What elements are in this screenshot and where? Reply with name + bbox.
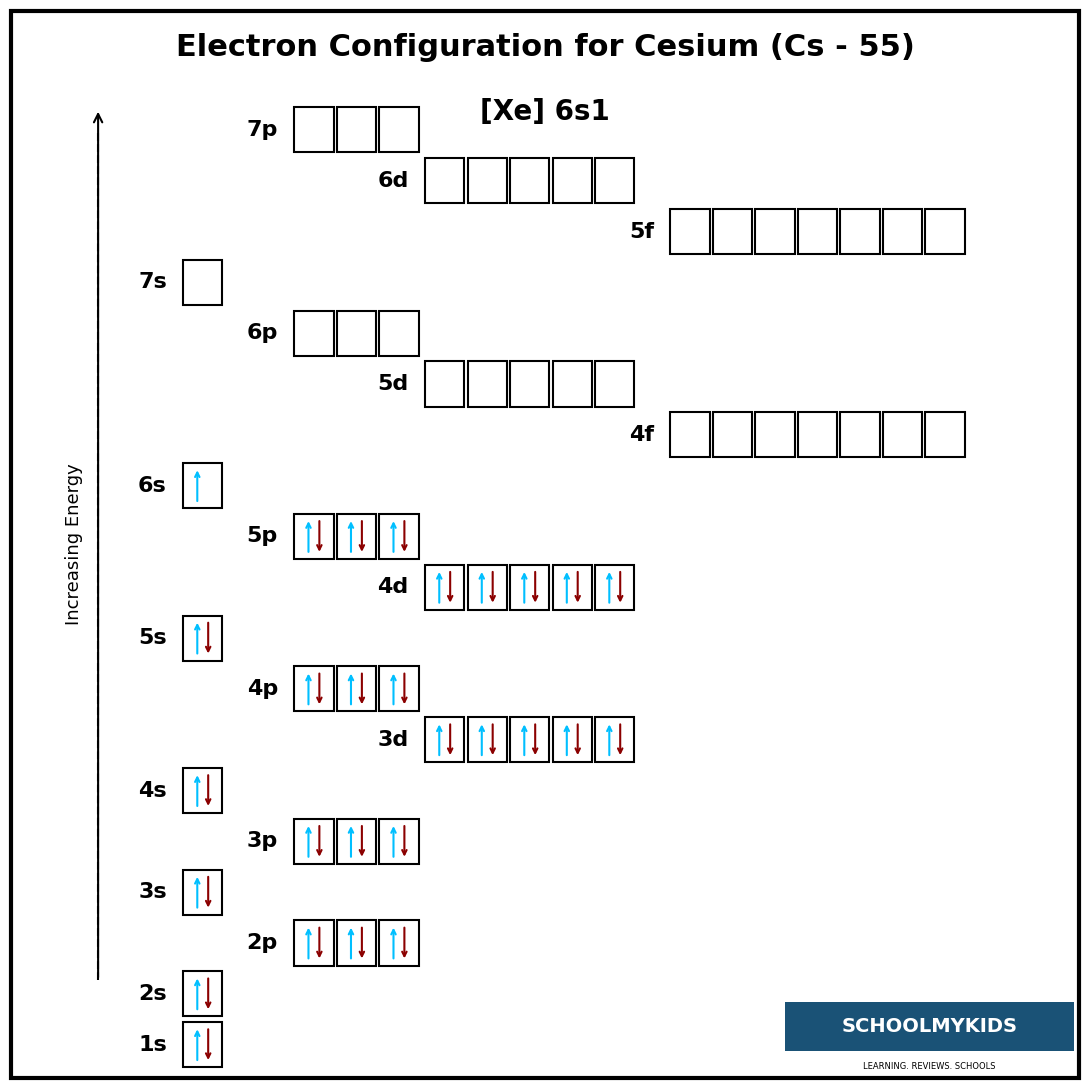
Bar xyxy=(337,819,376,864)
Text: 2p: 2p xyxy=(246,933,278,953)
Bar xyxy=(925,209,965,254)
Text: 5s: 5s xyxy=(138,628,167,648)
Text: 1s: 1s xyxy=(138,1035,167,1054)
Bar xyxy=(337,920,376,966)
Bar xyxy=(468,362,507,406)
Text: 4d: 4d xyxy=(377,577,409,597)
Bar xyxy=(670,413,710,457)
Text: 5f: 5f xyxy=(629,221,654,242)
Bar xyxy=(595,158,634,204)
Bar xyxy=(183,870,222,915)
Text: 6p: 6p xyxy=(246,323,278,343)
Bar xyxy=(553,158,592,204)
Bar xyxy=(337,310,376,356)
Bar xyxy=(183,768,222,813)
Bar xyxy=(840,413,880,457)
Bar xyxy=(798,209,837,254)
Text: 6s: 6s xyxy=(138,476,167,495)
Bar xyxy=(379,819,419,864)
Bar xyxy=(510,565,549,610)
Bar xyxy=(553,362,592,406)
Text: 3d: 3d xyxy=(377,730,409,749)
Bar xyxy=(337,666,376,711)
Text: Increasing Energy: Increasing Energy xyxy=(65,464,83,625)
Bar xyxy=(379,666,419,711)
Bar xyxy=(510,718,549,762)
Bar xyxy=(510,158,549,204)
Bar xyxy=(425,718,464,762)
Text: 7s: 7s xyxy=(138,272,167,292)
Bar xyxy=(553,718,592,762)
Text: 5p: 5p xyxy=(246,526,278,547)
Bar xyxy=(183,463,222,509)
Bar xyxy=(510,362,549,406)
Bar xyxy=(883,209,922,254)
Bar xyxy=(379,920,419,966)
Bar xyxy=(670,209,710,254)
Bar xyxy=(425,565,464,610)
Text: 2s: 2s xyxy=(138,983,167,1004)
Bar xyxy=(294,514,334,559)
Bar xyxy=(425,362,464,406)
Text: 3p: 3p xyxy=(246,831,278,852)
Bar xyxy=(379,310,419,356)
Bar xyxy=(595,565,634,610)
Bar xyxy=(883,413,922,457)
Bar xyxy=(468,158,507,204)
Bar xyxy=(379,108,419,152)
Bar xyxy=(294,666,334,711)
Bar xyxy=(183,971,222,1016)
Bar xyxy=(183,615,222,661)
Bar xyxy=(379,514,419,559)
Bar xyxy=(713,209,752,254)
Bar xyxy=(294,108,334,152)
Text: Electron Configuration for Cesium (Cs - 55): Electron Configuration for Cesium (Cs - … xyxy=(175,33,915,62)
Bar xyxy=(925,413,965,457)
Text: 7p: 7p xyxy=(246,120,278,139)
Bar xyxy=(294,920,334,966)
Bar xyxy=(595,718,634,762)
Text: 4s: 4s xyxy=(138,781,167,800)
Bar xyxy=(337,108,376,152)
Text: [Xe] 6s1: [Xe] 6s1 xyxy=(480,98,610,126)
Bar xyxy=(337,514,376,559)
Text: 5d: 5d xyxy=(377,374,409,394)
Text: 3s: 3s xyxy=(138,882,167,902)
Bar xyxy=(840,209,880,254)
Bar xyxy=(294,310,334,356)
Bar xyxy=(755,413,795,457)
Bar xyxy=(595,362,634,406)
Bar xyxy=(468,718,507,762)
Text: 4p: 4p xyxy=(246,678,278,699)
Bar xyxy=(425,158,464,204)
Bar xyxy=(294,819,334,864)
Bar xyxy=(553,565,592,610)
Bar xyxy=(183,1023,222,1067)
Bar xyxy=(183,260,222,305)
Bar xyxy=(713,413,752,457)
Bar xyxy=(798,413,837,457)
Text: 6d: 6d xyxy=(377,171,409,191)
Bar xyxy=(755,209,795,254)
Text: 4f: 4f xyxy=(629,425,654,444)
Bar xyxy=(468,565,507,610)
